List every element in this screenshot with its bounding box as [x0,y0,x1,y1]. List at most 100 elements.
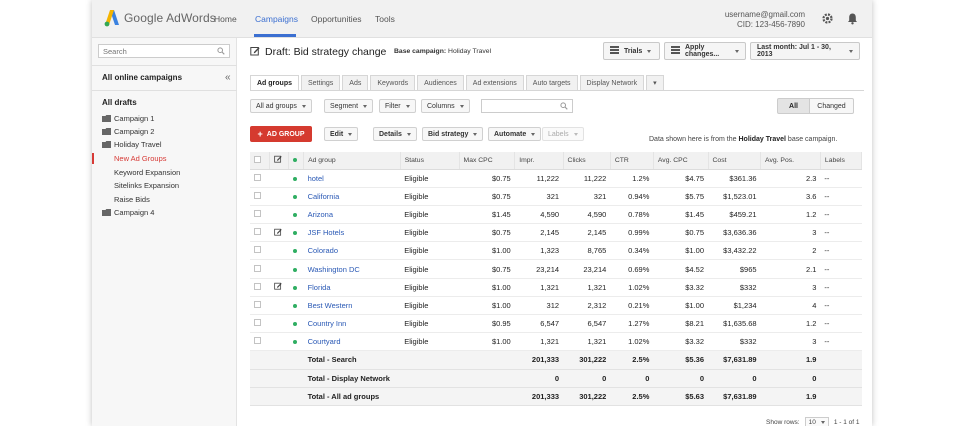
ad-group-link[interactable]: Florida [303,278,401,297]
row-checkbox[interactable] [254,191,261,199]
column-header-status[interactable]: Status [400,152,460,170]
row-checkbox[interactable] [254,300,261,308]
row-select-cell[interactable] [250,205,270,225]
sidebar-item-campaign-2[interactable]: Campaign 2 [102,126,154,137]
ad-group-link[interactable]: JSF Hotels [303,223,401,243]
nav-opportunities[interactable]: Opportunities [311,14,362,24]
tab-auto-targets[interactable]: Auto targets [525,75,578,90]
sidebar-item-holiday-travel[interactable]: Holiday Travel [102,139,162,150]
row-select-cell[interactable] [250,332,270,352]
view-all-toggle[interactable]: All [777,98,810,114]
apply-changes-button[interactable]: Apply changes... [664,42,746,60]
search-input[interactable] [99,45,209,57]
ad-group-link[interactable]: Country Inn [303,314,401,334]
trials-button[interactable]: Trials [603,42,660,60]
row-checkbox[interactable] [254,319,261,327]
ad-group-link[interactable]: Colorado [303,241,401,261]
adwords-logo[interactable]: Google AdWords [104,9,216,27]
table-row[interactable]: JSF Hotels Eligible $0.75 2,145 2,145 0.99% $0… [250,223,862,243]
nav-campaigns[interactable]: Campaigns [255,14,298,24]
column-header-ad-group[interactable]: Ad group [303,152,401,170]
row-checkbox[interactable] [254,337,261,345]
ad-group-link[interactable]: California [303,187,401,206]
ad-group-link[interactable]: hotel [303,169,401,188]
column-header-avg-pos[interactable]: Avg. Pos. [760,152,821,170]
ad-group-link[interactable]: Best Western [303,296,401,316]
row-select-cell[interactable] [250,296,270,316]
column-header-impr[interactable]: Impr. [514,152,564,170]
gear-icon[interactable] [821,12,834,25]
all-online-campaigns[interactable]: All online campaigns [102,73,183,82]
row-select-cell[interactable] [250,223,270,243]
table-row[interactable]: hotel Eligible $0.75 11,222 11,222 1.2% $4.75 $… [250,169,862,188]
date-range-selector[interactable]: Last month: Jul 1 - 30, 2013 [750,42,860,60]
labels-button[interactable]: Labels [542,127,584,141]
column-header-labels[interactable]: Labels [820,152,863,170]
row-checkbox[interactable] [254,228,261,236]
row-select-cell[interactable] [250,169,270,188]
sidebar-item-raise-bids[interactable]: Raise Bids [114,194,150,205]
sidebar-search[interactable] [98,44,230,58]
sidebar-item-sitelinks-expansion[interactable]: Sitelinks Expansion [114,180,179,191]
row-checkbox[interactable] [254,282,261,290]
ad-group-link[interactable]: Washington DC [303,259,401,279]
row-checkbox[interactable] [254,209,261,217]
tab-ads[interactable]: Ads [342,75,369,90]
tab-more[interactable]: ▾ [646,75,664,90]
search-icon[interactable] [217,47,225,57]
ad-group-link[interactable]: Courtyard [303,332,401,352]
automate-button[interactable]: Automate [488,127,542,141]
row-checkbox[interactable] [254,173,261,181]
table-row[interactable]: Colorado Eligible $1.00 1,323 8,765 0.34% $1.0… [250,241,862,261]
search-icon[interactable] [560,102,568,112]
row-select-cell[interactable] [250,278,270,297]
table-row[interactable]: California Eligible $0.75 321 321 0.94% $5.75 $… [250,187,862,206]
table-row[interactable]: Courtyard Eligible $1.00 1,321 1,321 1.02% $3.… [250,332,862,352]
show-rows-select[interactable]: 10 [804,417,829,426]
tab-ad-extensions[interactable]: Ad extensions [465,75,524,90]
sidebar-item-keyword-expansion[interactable]: Keyword Expansion [114,167,180,178]
tab-keywords[interactable]: Keywords [370,75,416,90]
filter-button[interactable]: Filter [379,99,416,113]
column-header-ctr[interactable]: CTR [610,152,654,170]
tab-audiences[interactable]: Audiences [417,75,464,90]
column-header-avg-cpc[interactable]: Avg. CPC [653,152,709,170]
table-row[interactable]: Florida Eligible $1.00 1,321 1,321 1.02% $3.32… [250,278,862,297]
bell-icon[interactable] [846,12,859,25]
nav-tools[interactable]: Tools [375,14,395,24]
table-search[interactable] [481,99,573,113]
table-row[interactable]: Washington DC Eligible $0.75 23,214 23,214 0.… [250,259,862,279]
sidebar-item-campaign-4[interactable]: Campaign 4 [102,207,154,218]
ad-group-link[interactable]: Arizona [303,205,401,225]
select-all-cell[interactable] [250,152,271,170]
select-all-checkbox[interactable] [254,155,261,163]
details-button[interactable]: Details [373,127,417,141]
table-row[interactable]: Country Inn Eligible $0.95 6,547 6,547 1.27% $… [250,314,862,334]
all-drafts[interactable]: All drafts [102,98,137,107]
row-select-cell[interactable] [250,259,270,279]
column-header-cost[interactable]: Cost [708,152,762,170]
bid-strategy-button[interactable]: Bid strategy [422,127,484,141]
nav-home[interactable]: Home [214,14,237,24]
segment-button[interactable]: Segment [324,99,374,113]
tab-display-network[interactable]: Display Network [579,75,645,90]
view-changed-toggle[interactable]: Changed [809,98,854,114]
row-checkbox[interactable] [254,264,261,272]
tab-settings[interactable]: Settings [301,75,341,90]
columns-button[interactable]: Columns [421,99,470,113]
row-select-cell[interactable] [250,314,270,334]
row-select-cell[interactable] [250,241,270,261]
edit-button[interactable]: Edit [324,127,359,141]
tab-ad-groups[interactable]: Ad groups [250,75,299,91]
sidebar-item-campaign-1[interactable]: Campaign 1 [102,113,154,124]
column-header-max-cpc[interactable]: Max CPC [459,152,516,170]
filter-all-ad-groups[interactable]: All ad groups [250,99,312,113]
table-row[interactable]: Arizona Eligible $1.45 4,590 4,590 0.78% $1.45… [250,205,862,225]
column-header-clicks[interactable]: Clicks [563,152,611,170]
row-select-cell[interactable] [250,187,270,206]
add-ad-group-button[interactable]: + AD GROUP [250,126,312,142]
account-info[interactable]: username@gmail.com CID: 123-456-7890 [725,10,805,30]
table-row[interactable]: Best Western Eligible $1.00 312 2,312 0.21% $1… [250,296,862,316]
row-checkbox[interactable] [254,246,261,254]
collapse-icon[interactable]: « [225,72,231,83]
